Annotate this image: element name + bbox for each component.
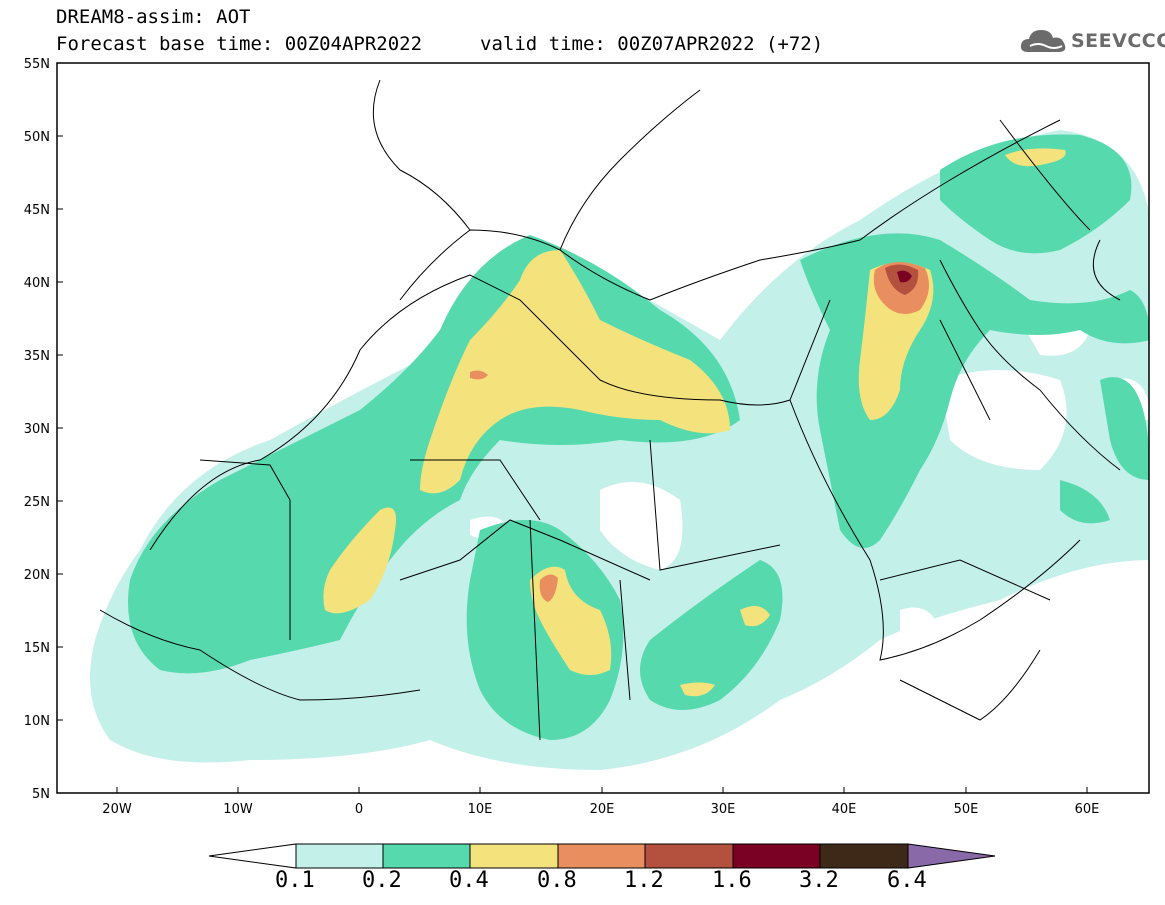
map-title: DREAM8-assim: AOT: [56, 6, 251, 28]
coastlines-borders: [99, 79, 1121, 741]
lon-label: 20W: [102, 802, 132, 817]
lat-label: 20N: [24, 568, 50, 583]
lat-label: 25N: [24, 495, 50, 510]
latitude-axis: 55N 50N 45N 40N 35N 30N 25N 20N 15N 10N …: [24, 57, 63, 802]
colorbar-swatch: [295, 843, 384, 869]
lat-label: 15N: [24, 641, 50, 656]
lon-label: 30E: [711, 802, 736, 817]
forecast-base-time: Forecast base time: 00Z04APR2022: [56, 33, 423, 55]
lon-label: 10W: [223, 802, 253, 817]
colorbar-swatch: [732, 843, 821, 869]
cloud-icon: [1020, 30, 1066, 52]
colorbar-label: 0.1: [275, 868, 315, 893]
logo-text: SEEVCCC: [1071, 30, 1165, 52]
colorbar-label: 0.4: [449, 868, 489, 893]
lat-label: 40N: [24, 276, 50, 291]
aot-level-1-6: [897, 270, 912, 283]
lon-label: 40E: [832, 802, 857, 817]
lat-label: 45N: [24, 203, 50, 218]
longitude-axis: 20W 10W 0 10E 20E 30E 40E 50E 60E: [102, 787, 1099, 817]
colorbar-swatch: [382, 843, 471, 869]
colorbar-under-arrow: [208, 843, 297, 869]
lon-label: 0: [355, 802, 363, 817]
colorbar-label: 0.2: [362, 868, 402, 893]
lat-label: 10N: [24, 714, 50, 729]
valid-time: valid time: 00Z07APR2022 (+72): [480, 33, 824, 55]
colorbar-swatch: [819, 843, 909, 869]
lat-label: 35N: [24, 349, 50, 364]
colorbar: [208, 843, 996, 869]
seevccc-logo: SEEVCCC: [1018, 24, 1165, 58]
colorbar-label: 6.4: [887, 868, 927, 893]
lon-label: 50E: [954, 802, 979, 817]
colorbar-swatch: [644, 843, 734, 869]
colorbar-label: 0.8: [537, 868, 577, 893]
colorbar-label: 1.6: [712, 868, 752, 893]
lat-label: 55N: [24, 57, 50, 72]
lat-label: 30N: [24, 422, 50, 437]
colorbar-label: 3.2: [799, 868, 839, 893]
lon-label: 20E: [590, 802, 615, 817]
colorbar-swatch: [557, 843, 646, 869]
colorbar-label: 1.2: [624, 868, 664, 893]
colorbar-over-arrow: [907, 843, 996, 869]
colorbar-swatch: [469, 843, 559, 869]
lon-label: 60E: [1075, 802, 1100, 817]
lat-label: 5N: [32, 787, 50, 802]
lat-label: 50N: [24, 130, 50, 145]
lon-label: 10E: [468, 802, 493, 817]
